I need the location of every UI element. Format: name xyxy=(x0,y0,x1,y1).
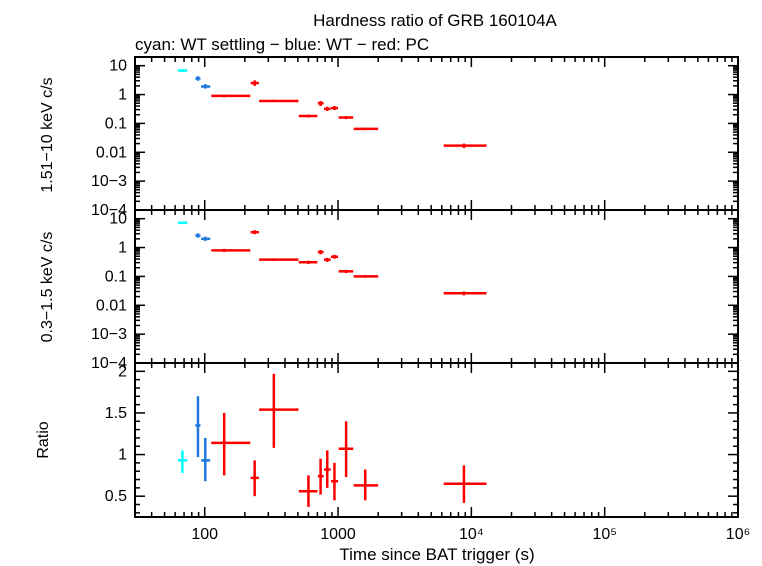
y-tick-label: 10−3 xyxy=(91,173,127,190)
data-point xyxy=(201,84,211,89)
y-tick-label: 0.1 xyxy=(105,268,127,285)
data-point xyxy=(298,260,318,264)
x-axis-label: Time since BAT trigger (s) xyxy=(339,545,534,564)
data-point xyxy=(317,100,324,107)
data-point xyxy=(201,437,211,482)
data-point xyxy=(443,143,487,149)
data-point xyxy=(443,291,487,296)
x-tick-label: 10⁶ xyxy=(726,526,750,543)
data-point xyxy=(201,236,211,241)
data-point xyxy=(259,258,299,262)
y-tick-label: 2 xyxy=(118,363,127,380)
data-point xyxy=(250,460,259,497)
data-point xyxy=(338,116,354,120)
hard-band-panel-frame xyxy=(134,56,739,211)
hard-band-y-axis-label: 1.51−10 keV c/s xyxy=(39,77,56,192)
y-tick-label: 10−4 xyxy=(91,202,127,219)
y-tick-label: 10−3 xyxy=(91,326,127,343)
x-tick-label: 10⁵ xyxy=(592,526,616,543)
data-point xyxy=(259,373,299,448)
data-point xyxy=(211,248,251,253)
data-point xyxy=(324,450,331,488)
data-point xyxy=(317,458,324,495)
chart-title: Hardness ratio of GRB 160104A xyxy=(313,11,557,30)
y-tick-label: 10−4 xyxy=(91,355,127,372)
data-point xyxy=(338,269,354,274)
data-point xyxy=(330,106,339,111)
x-tick-label: 10⁴ xyxy=(459,526,484,543)
data-point xyxy=(353,275,379,278)
data-point xyxy=(353,469,379,501)
ratio-panel-frame xyxy=(134,362,739,518)
y-tick-label: 0.01 xyxy=(96,297,127,314)
data-point xyxy=(211,94,251,98)
data-point xyxy=(195,76,201,81)
y-tick-label: 1.5 xyxy=(105,405,127,422)
data-point xyxy=(353,127,379,131)
x-tick-label: 100 xyxy=(191,526,218,543)
chart-subtitle: cyan: WT settling − blue: WT − red: PC xyxy=(135,35,429,54)
data-point xyxy=(330,254,339,259)
ratio-y-axis-label: Ratio xyxy=(35,421,52,458)
y-tick-label: 1 xyxy=(118,240,127,257)
data-point xyxy=(324,257,331,262)
data-point xyxy=(330,462,339,501)
data-point xyxy=(338,421,354,478)
y-tick-label: 10 xyxy=(109,211,127,228)
soft-band-y-axis-label: 0.3−1.5 keV c/s xyxy=(39,232,56,343)
data-point xyxy=(250,80,259,86)
data-point xyxy=(298,114,318,118)
data-point xyxy=(317,250,324,255)
data-point xyxy=(177,450,188,473)
data-point xyxy=(259,99,299,103)
data-point xyxy=(177,221,188,225)
data-point xyxy=(195,396,201,458)
y-tick-label: 0.01 xyxy=(96,144,127,161)
data-point xyxy=(177,69,188,73)
y-tick-label: 0.5 xyxy=(105,488,127,505)
data-point xyxy=(298,475,318,508)
y-tick-label: 1 xyxy=(118,447,127,464)
soft-band-panel-frame xyxy=(134,209,739,364)
data-point xyxy=(250,230,259,235)
y-tick-label: 10 xyxy=(109,58,127,75)
y-tick-label: 1 xyxy=(118,87,127,104)
data-point xyxy=(443,465,487,503)
x-tick-label: 1000 xyxy=(320,526,356,543)
data-point xyxy=(195,233,201,238)
y-tick-label: 0.1 xyxy=(105,115,127,132)
data-point xyxy=(211,412,251,476)
data-point xyxy=(324,106,331,111)
